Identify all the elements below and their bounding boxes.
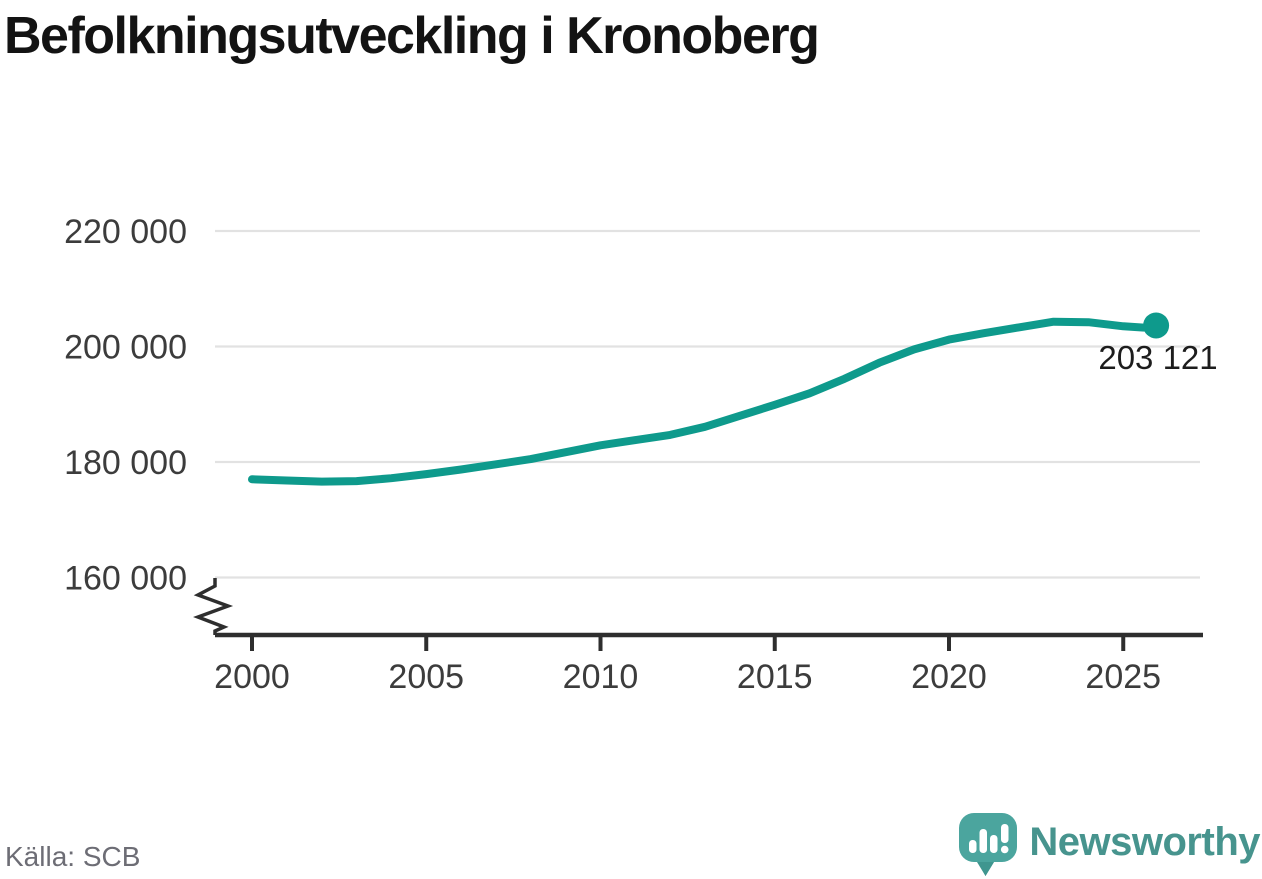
newsworthy-bubble-chart-icon (959, 813, 1018, 876)
logo-bubble-tail (977, 862, 995, 876)
logo-exclamation-line (1001, 824, 1009, 843)
x-tick-label-2010: 2010 (563, 658, 639, 696)
logo-wordmark: Newsworthy (1029, 820, 1260, 864)
y-tick-label-160000: 160 000 (64, 560, 187, 598)
source-note: Källa: SCB (5, 841, 141, 872)
y-tick-label-200000: 200 000 (64, 329, 187, 367)
logo-exclamation-dot (1001, 845, 1009, 854)
last-point-marker (1143, 312, 1170, 339)
x-tick-label-2005: 2005 (388, 658, 464, 696)
x-tick-label-2020: 2020 (911, 658, 987, 696)
newsworthy-logo: Newsworthy (956, 812, 1260, 878)
last-value-label: 203 121 (1098, 339, 1218, 376)
y-axis-break-icon (193, 578, 234, 635)
logo-bar-tall (979, 829, 988, 853)
y-tick-label-220000: 220 000 (64, 213, 187, 251)
x-tick-label-2000: 2000 (214, 658, 290, 696)
logo-bar-medium (990, 835, 998, 853)
x-tick-label-2015: 2015 (737, 658, 813, 696)
page-title: Befolkningsutveckling i Kronoberg (4, 7, 820, 65)
y-tick-label-180000: 180 000 (64, 444, 187, 482)
x-tick-label-2025: 2025 (1085, 658, 1161, 696)
logo-bar-short (969, 840, 977, 853)
population-line (248, 317, 1163, 486)
